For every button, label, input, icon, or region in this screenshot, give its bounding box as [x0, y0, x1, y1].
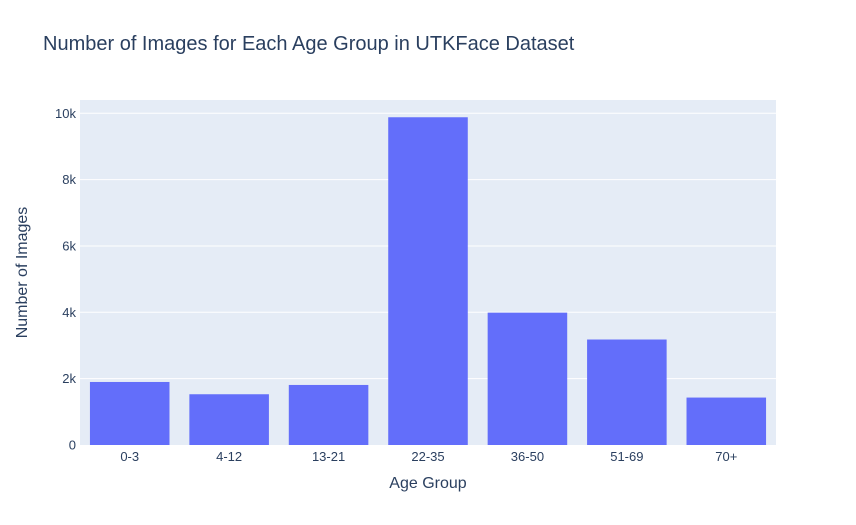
bar-51-69[interactable] [587, 339, 667, 445]
y-tick-label: 6k [62, 238, 76, 253]
x-axis-title: Age Group [389, 475, 466, 492]
bar-0-3[interactable] [89, 381, 170, 445]
x-tick-label: 4-12 [216, 449, 242, 464]
y-axis-title: Number of Images [14, 207, 31, 339]
bar-13-21[interactable] [288, 384, 369, 445]
x-tick-label: 51-69 [610, 449, 643, 464]
bar-4-12[interactable] [189, 394, 269, 445]
y-tick-label: 2k [62, 371, 76, 386]
x-tick-label: 0-3 [120, 449, 139, 464]
y-tick-label: 10k [55, 106, 76, 121]
bar-36-50[interactable] [487, 312, 568, 445]
bars [89, 117, 767, 445]
chart-title: Number of Images for Each Age Group in U… [43, 33, 575, 55]
x-tick-label: 70+ [715, 449, 737, 464]
x-tick-label: 36-50 [511, 449, 544, 464]
x-tick-label: 22-35 [411, 449, 444, 464]
x-tick-label: 13-21 [312, 449, 345, 464]
x-axis-ticks: 0-3 4-12 13-21 22-35 36-50 51-69 70+ [120, 449, 737, 464]
y-axis-ticks: 0 2k 4k 6k 8k 10k [55, 106, 76, 453]
y-tick-label: 8k [62, 172, 76, 187]
bar-70+[interactable] [686, 397, 767, 445]
y-tick-label: 0 [69, 438, 76, 453]
bar-22-35[interactable] [388, 117, 468, 445]
y-tick-label: 4k [62, 305, 76, 320]
